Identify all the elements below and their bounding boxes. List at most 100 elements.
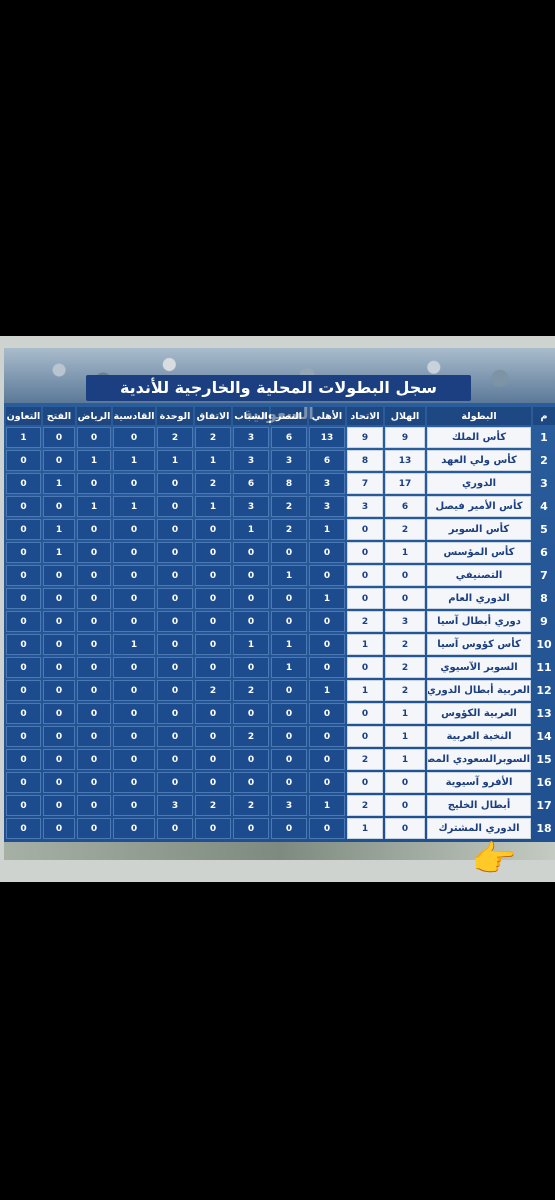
- title-count-cell: 0: [77, 726, 111, 747]
- title-count-cell: 0: [271, 680, 307, 701]
- title-count-cell: 0: [6, 496, 41, 517]
- title-count-cell: 0: [43, 634, 75, 655]
- row-number: 13: [536, 707, 552, 720]
- title-count-cell: 0: [157, 542, 193, 563]
- title-count-cell: 2: [195, 680, 231, 701]
- title-count-cell: 0: [43, 611, 75, 632]
- table-row: 6 كأس المؤسس 1 0 0 0 0 0 0 0 0 1 0: [6, 542, 555, 563]
- title-count-cell: 0: [113, 772, 155, 793]
- title-count-cell: 1: [347, 634, 383, 655]
- title-count-cell: 0: [43, 703, 75, 724]
- championship-poster: سجل البطولات المحلية والخارجية للأندية ا…: [4, 348, 555, 860]
- title-count-cell: 0: [113, 818, 155, 839]
- title-count-cell: 0: [77, 749, 111, 770]
- title-count-cell: 0: [6, 703, 41, 724]
- row-number: 4: [540, 500, 548, 513]
- table-row: 13 العربية الكؤوس 1 0 0 0 0 0 0 0 0 0 0: [6, 703, 555, 724]
- title-count-cell: 1: [43, 542, 75, 563]
- title-count-cell: 8: [347, 450, 383, 471]
- column-header: التعاون: [6, 407, 41, 425]
- title-count-cell: 0: [6, 450, 41, 471]
- row-number: 3: [540, 477, 548, 490]
- table-row: 3 الدوري 17 7 3 8 6 2 0 0 0 1 0: [6, 473, 555, 494]
- title-count-cell: 1: [385, 703, 425, 724]
- title-count-cell: 7: [347, 473, 383, 494]
- title-count-cell: 0: [43, 450, 75, 471]
- title-count-cell: 0: [157, 634, 193, 655]
- title-count-cell: 1: [385, 749, 425, 770]
- table-row: 14 النخبة العربية 1 0 0 0 2 0 0 0 0 0 0: [6, 726, 555, 747]
- title-count-cell: 0: [195, 749, 231, 770]
- title-count-cell: 1: [233, 634, 269, 655]
- title-count-cell: 0: [195, 542, 231, 563]
- title-count-cell: 0: [347, 772, 383, 793]
- table-row: 17 أبطال الخليج 0 2 1 3 2 2 3 0 0 0 0: [6, 795, 555, 816]
- title-count-cell: 2: [271, 496, 307, 517]
- title-count-cell: 0: [43, 496, 75, 517]
- row-number: 18: [536, 822, 552, 835]
- title-count-cell: 0: [385, 565, 425, 586]
- title-count-cell: 0: [43, 427, 75, 448]
- title-count-cell: 0: [309, 634, 345, 655]
- title-count-cell: 0: [157, 818, 193, 839]
- row-number: 8: [540, 592, 548, 605]
- title-count-cell: 0: [347, 703, 383, 724]
- title-count-cell: 0: [195, 818, 231, 839]
- title-count-cell: 0: [77, 703, 111, 724]
- column-header: الشباب: [233, 407, 269, 425]
- title-count-cell: 0: [233, 542, 269, 563]
- table-row: 18 الدوري المشترك 0 1 0 0 0 0 0 0 0 0 0: [6, 818, 555, 839]
- championship-name: الدوري المشترك: [427, 818, 531, 839]
- title-count-cell: 0: [347, 726, 383, 747]
- title-count-cell: 0: [309, 818, 345, 839]
- title-count-cell: 0: [157, 749, 193, 770]
- title-count-cell: 13: [385, 450, 425, 471]
- title-count-cell: 0: [77, 542, 111, 563]
- championship-name: كأس كؤوس آسيا: [427, 634, 531, 655]
- title-count-cell: 1: [271, 565, 307, 586]
- title-count-cell: 0: [347, 542, 383, 563]
- row-number: 15: [536, 753, 552, 766]
- title-count-cell: 1: [271, 657, 307, 678]
- championship-name: السوبرالسعودي المصري: [427, 749, 531, 770]
- championship-name: التصنيفي: [427, 565, 531, 586]
- table-row: 8 الدوري العام 0 0 1 0 0 0 0 0 0 0 0: [6, 588, 555, 609]
- title-count-cell: 3: [271, 795, 307, 816]
- title-count-cell: 0: [309, 726, 345, 747]
- table-row: 1 كأس الملك 9 9 13 6 3 2 2 0 0 0 1: [6, 427, 555, 448]
- title-count-cell: 0: [157, 588, 193, 609]
- title-count-cell: 0: [6, 818, 41, 839]
- title-count-cell: 0: [43, 657, 75, 678]
- title-count-cell: 0: [113, 519, 155, 540]
- column-header: م: [533, 407, 555, 425]
- title-count-cell: 3: [233, 450, 269, 471]
- title-count-cell: 0: [195, 726, 231, 747]
- title-count-cell: 3: [385, 611, 425, 632]
- title-count-cell: 2: [157, 427, 193, 448]
- championship-name: الدوري العام: [427, 588, 531, 609]
- title-count-cell: 0: [309, 542, 345, 563]
- title-count-cell: 1: [309, 680, 345, 701]
- screenshot-frame: سجل البطولات المحلية والخارجية للأندية ا…: [0, 336, 555, 882]
- title-count-cell: 0: [6, 749, 41, 770]
- row-number: 12: [536, 684, 552, 697]
- title-count-cell: 6: [233, 473, 269, 494]
- championship-name: العربية الكؤوس: [427, 703, 531, 724]
- title-count-cell: 0: [157, 473, 193, 494]
- poster-title: سجل البطولات المحلية والخارجية للأندية ا…: [86, 375, 471, 423]
- title-count-cell: 0: [157, 657, 193, 678]
- title-count-cell: 1: [309, 795, 345, 816]
- title-count-cell: 0: [43, 772, 75, 793]
- title-count-cell: 0: [77, 680, 111, 701]
- title-count-cell: 0: [309, 611, 345, 632]
- title-count-cell: 0: [43, 726, 75, 747]
- championship-name: كأس المؤسس: [427, 542, 531, 563]
- column-header: الهلال: [385, 407, 425, 425]
- title-count-cell: 0: [77, 611, 111, 632]
- row-number: 16: [536, 776, 552, 789]
- title-count-cell: 2: [195, 473, 231, 494]
- row-number: 5: [540, 523, 548, 536]
- title-count-cell: 0: [77, 818, 111, 839]
- table-row: 2 كأس ولي العهد 13 8 6 3 3 1 1 1 1 0 0: [6, 450, 555, 471]
